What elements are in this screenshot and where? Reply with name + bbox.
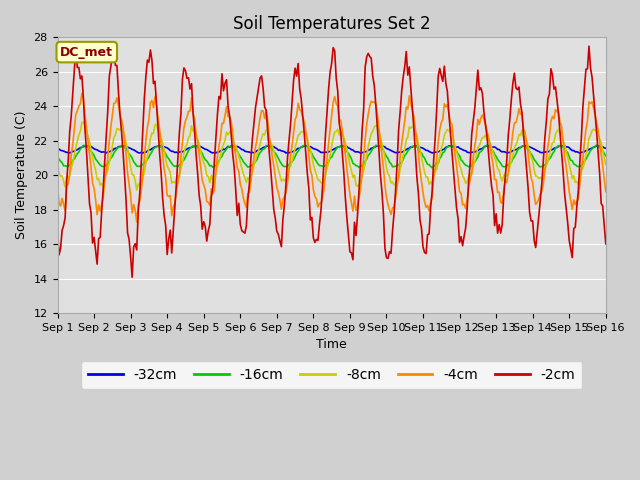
-8cm bbox=[69, 160, 77, 166]
-8cm bbox=[159, 140, 166, 146]
-2cm bbox=[585, 43, 593, 49]
Line: -16cm: -16cm bbox=[58, 145, 605, 168]
-16cm bbox=[384, 156, 392, 161]
-16cm bbox=[69, 157, 77, 163]
-2cm bbox=[536, 197, 544, 203]
Y-axis label: Soil Temperature (C): Soil Temperature (C) bbox=[15, 111, 28, 240]
Line: -8cm: -8cm bbox=[58, 122, 605, 190]
-8cm bbox=[369, 128, 376, 134]
-8cm bbox=[78, 120, 86, 125]
-2cm bbox=[128, 274, 136, 280]
-4cm bbox=[78, 90, 86, 96]
-32cm bbox=[387, 148, 395, 154]
-32cm bbox=[356, 150, 364, 156]
-16cm bbox=[366, 151, 374, 157]
-16cm bbox=[428, 165, 436, 171]
-8cm bbox=[133, 187, 141, 193]
-4cm bbox=[54, 182, 61, 188]
-32cm bbox=[156, 143, 163, 149]
-16cm bbox=[602, 153, 609, 158]
-16cm bbox=[483, 142, 491, 148]
-2cm bbox=[69, 90, 77, 96]
-8cm bbox=[399, 152, 407, 157]
-32cm bbox=[69, 148, 77, 154]
-4cm bbox=[69, 142, 77, 147]
-8cm bbox=[602, 161, 609, 167]
Line: -32cm: -32cm bbox=[58, 145, 605, 153]
-4cm bbox=[387, 212, 395, 217]
-2cm bbox=[367, 56, 375, 61]
-8cm bbox=[387, 180, 395, 186]
-2cm bbox=[386, 249, 394, 254]
-8cm bbox=[54, 160, 61, 166]
-2cm bbox=[398, 88, 406, 94]
-4cm bbox=[133, 219, 141, 225]
-32cm bbox=[602, 145, 609, 151]
-16cm bbox=[538, 164, 546, 169]
-4cm bbox=[369, 99, 376, 105]
-32cm bbox=[538, 150, 546, 156]
-4cm bbox=[602, 189, 609, 194]
-16cm bbox=[156, 144, 163, 150]
-32cm bbox=[369, 145, 376, 151]
Text: DC_met: DC_met bbox=[60, 46, 113, 59]
-2cm bbox=[602, 241, 609, 247]
-4cm bbox=[538, 189, 546, 195]
-2cm bbox=[157, 169, 165, 175]
-8cm bbox=[538, 176, 546, 182]
-32cm bbox=[54, 146, 61, 152]
-32cm bbox=[303, 143, 311, 148]
Line: -2cm: -2cm bbox=[58, 46, 605, 277]
Line: -4cm: -4cm bbox=[58, 93, 605, 222]
X-axis label: Time: Time bbox=[316, 338, 347, 351]
-16cm bbox=[54, 154, 61, 159]
-16cm bbox=[396, 160, 404, 166]
-2cm bbox=[54, 226, 61, 231]
-32cm bbox=[399, 149, 407, 155]
-4cm bbox=[399, 129, 407, 135]
-4cm bbox=[159, 151, 166, 157]
Legend: -32cm, -16cm, -8cm, -4cm, -2cm: -32cm, -16cm, -8cm, -4cm, -2cm bbox=[81, 361, 582, 389]
Title: Soil Temperatures Set 2: Soil Temperatures Set 2 bbox=[233, 15, 431, 33]
